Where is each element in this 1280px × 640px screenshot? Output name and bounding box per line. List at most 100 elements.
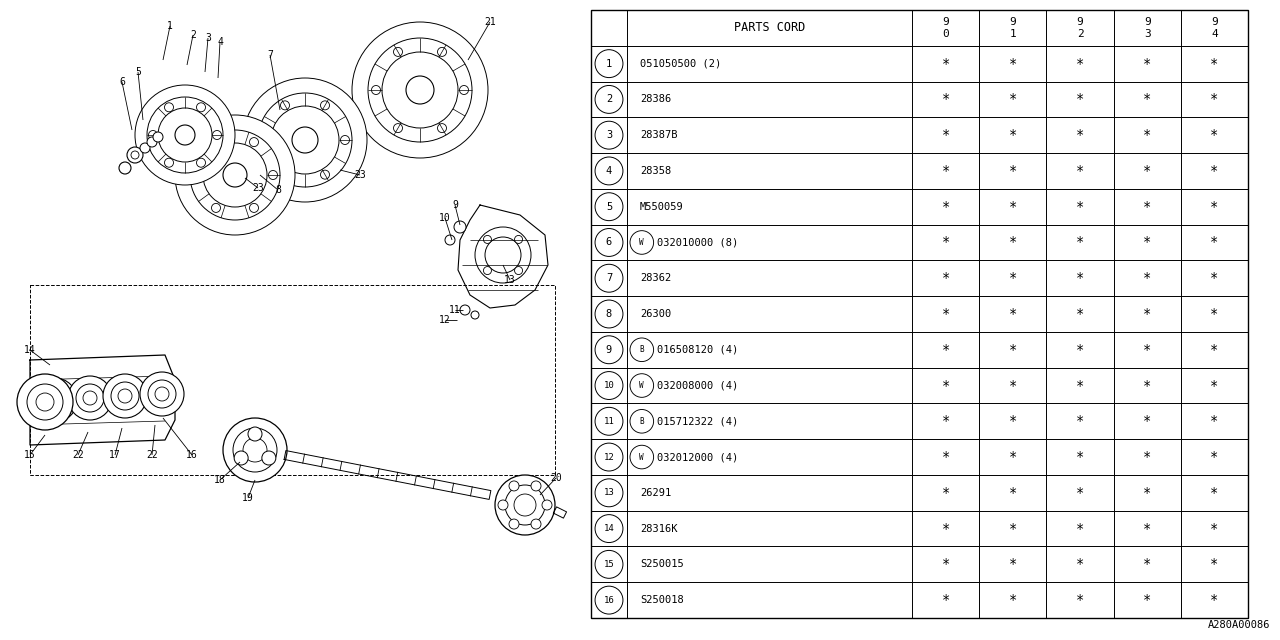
Text: *: * bbox=[1075, 522, 1084, 536]
Circle shape bbox=[234, 451, 248, 465]
Text: 4: 4 bbox=[605, 166, 612, 176]
Text: *: * bbox=[1210, 557, 1219, 572]
Text: *: * bbox=[1009, 557, 1018, 572]
Text: W: W bbox=[640, 452, 644, 461]
Circle shape bbox=[280, 170, 289, 179]
Circle shape bbox=[17, 374, 73, 430]
Circle shape bbox=[595, 193, 623, 221]
Circle shape bbox=[630, 230, 654, 254]
Text: 032012000 (4): 032012000 (4) bbox=[657, 452, 737, 462]
Text: *: * bbox=[941, 271, 950, 285]
Text: *: * bbox=[941, 307, 950, 321]
Text: 10: 10 bbox=[439, 213, 451, 223]
Circle shape bbox=[406, 76, 434, 104]
Circle shape bbox=[595, 372, 623, 399]
Text: *: * bbox=[1143, 557, 1152, 572]
Circle shape bbox=[369, 38, 472, 142]
Text: *: * bbox=[1075, 236, 1084, 250]
Circle shape bbox=[531, 481, 541, 491]
Circle shape bbox=[484, 266, 492, 275]
Circle shape bbox=[595, 515, 623, 543]
Text: *: * bbox=[1009, 128, 1018, 142]
Text: 11: 11 bbox=[449, 305, 461, 315]
Text: *: * bbox=[1075, 378, 1084, 392]
Text: *: * bbox=[941, 522, 950, 536]
Circle shape bbox=[127, 147, 143, 163]
Text: 13: 13 bbox=[604, 488, 614, 497]
Text: *: * bbox=[1009, 271, 1018, 285]
Text: A280A00086: A280A00086 bbox=[1207, 620, 1270, 630]
Text: 3: 3 bbox=[605, 130, 612, 140]
Text: 28316K: 28316K bbox=[640, 524, 677, 534]
Text: *: * bbox=[1075, 128, 1084, 142]
Text: *: * bbox=[1075, 593, 1084, 607]
Circle shape bbox=[262, 451, 276, 465]
Text: 21: 21 bbox=[484, 17, 495, 27]
Text: *: * bbox=[941, 57, 950, 70]
Circle shape bbox=[261, 136, 270, 145]
Circle shape bbox=[595, 300, 623, 328]
Text: 2: 2 bbox=[605, 95, 612, 104]
Text: 5: 5 bbox=[605, 202, 612, 212]
Text: 9
3: 9 3 bbox=[1144, 17, 1151, 38]
Text: *: * bbox=[941, 414, 950, 428]
Circle shape bbox=[506, 485, 545, 525]
Circle shape bbox=[68, 376, 113, 420]
Circle shape bbox=[531, 519, 541, 529]
Text: *: * bbox=[941, 128, 950, 142]
Circle shape bbox=[212, 131, 221, 140]
Text: *: * bbox=[1009, 486, 1018, 500]
Text: *: * bbox=[941, 593, 950, 607]
Polygon shape bbox=[553, 507, 567, 518]
Text: 3: 3 bbox=[205, 33, 211, 43]
Text: 10: 10 bbox=[604, 381, 614, 390]
Text: 22: 22 bbox=[72, 450, 84, 460]
Circle shape bbox=[197, 103, 206, 112]
Text: *: * bbox=[1009, 57, 1018, 70]
Circle shape bbox=[41, 386, 69, 414]
Circle shape bbox=[595, 157, 623, 185]
Text: *: * bbox=[1075, 486, 1084, 500]
Text: 016508120 (4): 016508120 (4) bbox=[657, 345, 737, 355]
Circle shape bbox=[233, 428, 276, 472]
Text: *: * bbox=[941, 164, 950, 178]
Circle shape bbox=[148, 131, 157, 140]
Text: *: * bbox=[1210, 236, 1219, 250]
Circle shape bbox=[454, 221, 466, 233]
Text: *: * bbox=[1210, 593, 1219, 607]
Text: *: * bbox=[1210, 414, 1219, 428]
Polygon shape bbox=[458, 205, 548, 308]
Text: 7: 7 bbox=[605, 273, 612, 284]
Text: *: * bbox=[1143, 450, 1152, 464]
Circle shape bbox=[371, 86, 380, 95]
Text: *: * bbox=[941, 343, 950, 356]
Text: 26291: 26291 bbox=[640, 488, 671, 498]
Text: *: * bbox=[1210, 450, 1219, 464]
Circle shape bbox=[83, 391, 97, 405]
Circle shape bbox=[140, 372, 184, 416]
Text: 12: 12 bbox=[439, 315, 451, 325]
Text: 28386: 28386 bbox=[640, 95, 671, 104]
Circle shape bbox=[223, 163, 247, 187]
Text: *: * bbox=[941, 486, 950, 500]
Text: 16: 16 bbox=[186, 450, 198, 460]
Circle shape bbox=[509, 519, 518, 529]
Text: *: * bbox=[1143, 307, 1152, 321]
Text: *: * bbox=[1143, 522, 1152, 536]
Text: *: * bbox=[1210, 343, 1219, 356]
Text: *: * bbox=[1075, 271, 1084, 285]
Circle shape bbox=[292, 127, 317, 153]
Text: *: * bbox=[1143, 414, 1152, 428]
Text: *: * bbox=[1075, 343, 1084, 356]
Circle shape bbox=[445, 235, 454, 245]
Text: *: * bbox=[1143, 164, 1152, 178]
Text: *: * bbox=[1143, 593, 1152, 607]
Text: *: * bbox=[1009, 236, 1018, 250]
Circle shape bbox=[259, 93, 352, 187]
Circle shape bbox=[157, 108, 212, 162]
Circle shape bbox=[271, 106, 339, 174]
Text: 032008000 (4): 032008000 (4) bbox=[657, 381, 737, 390]
Circle shape bbox=[189, 130, 280, 220]
Bar bbox=[29, 285, 556, 475]
Circle shape bbox=[515, 266, 522, 275]
